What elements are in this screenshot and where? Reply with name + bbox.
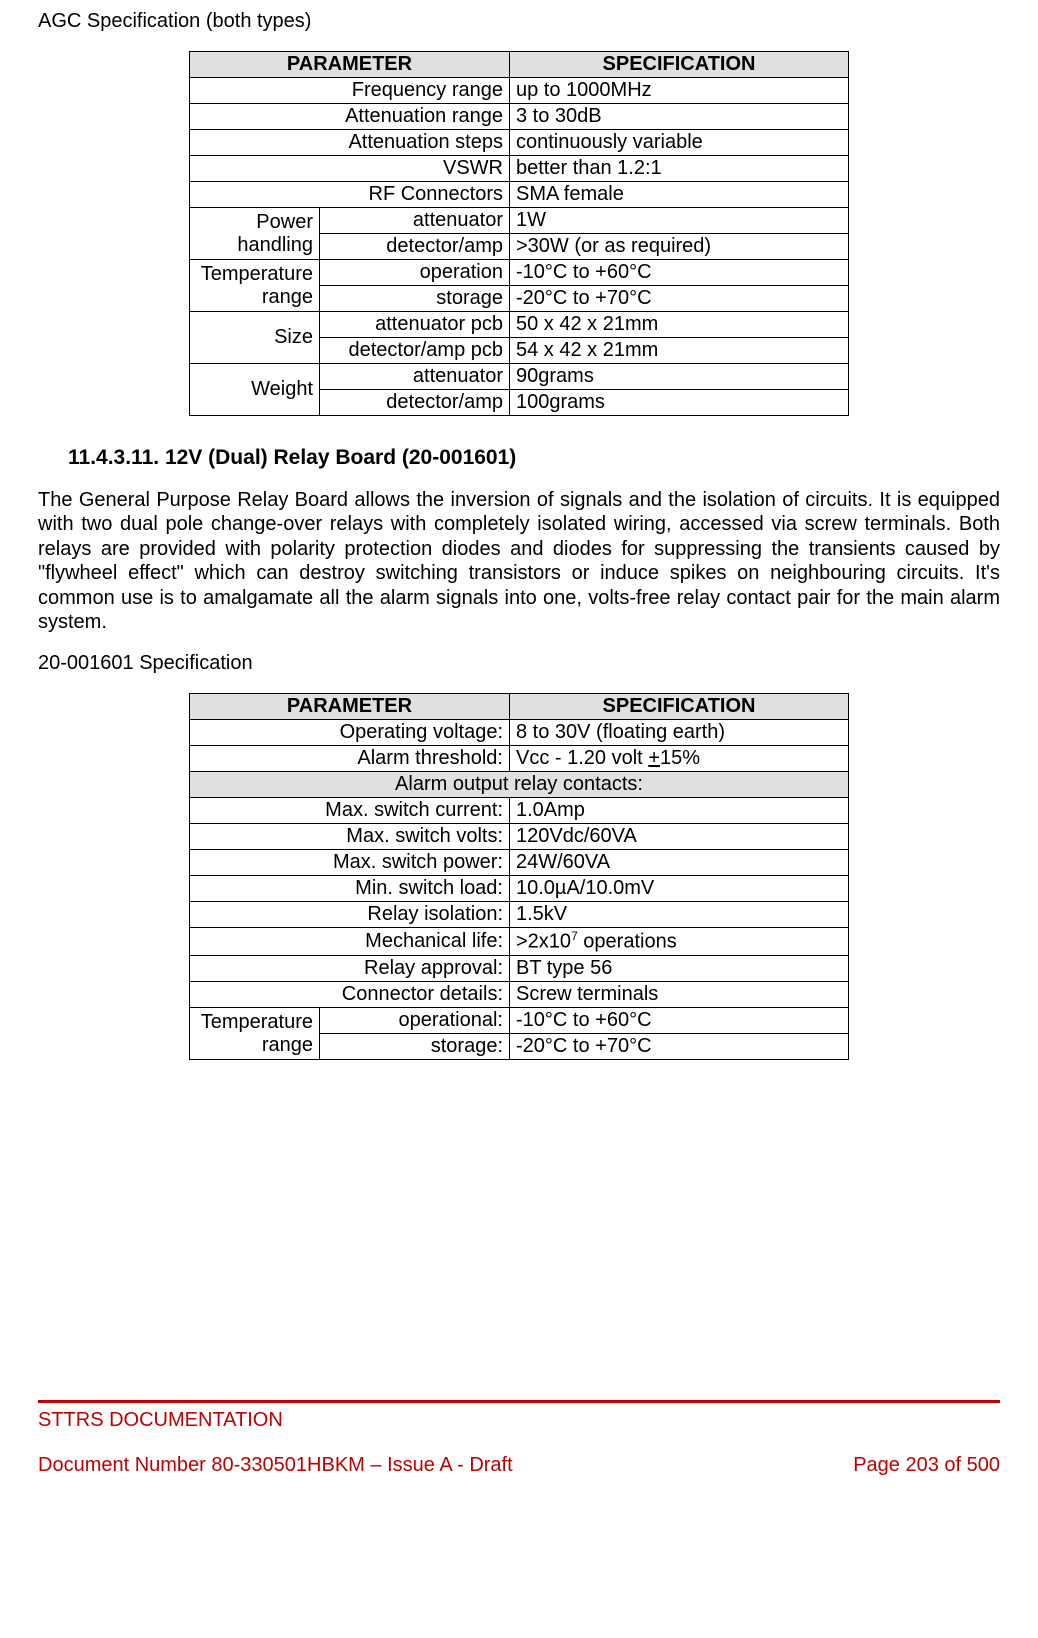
- table-row: Frequency range: [190, 78, 510, 104]
- table-cell: >2x107 operations: [510, 928, 849, 956]
- table2-header-parameter: PARAMETER: [190, 694, 510, 720]
- table2-subheader: Alarm output relay contacts:: [190, 772, 849, 798]
- table-row: Max. switch power:: [190, 850, 510, 876]
- table-cell: Screw terminals: [510, 982, 849, 1008]
- section-heading: 11.4.3.11. 12V (Dual) Relay Board (20-00…: [68, 446, 1000, 470]
- param-sub: operational:: [320, 1008, 510, 1034]
- table-row: Max. switch current:: [190, 798, 510, 824]
- table-cell: 8 to 30V (floating earth): [510, 720, 849, 746]
- table-row: VSWR: [190, 156, 510, 182]
- param-group: Power handling: [190, 208, 320, 260]
- table-row: RF Connectors: [190, 182, 510, 208]
- param-group: Temperature range: [190, 1008, 320, 1060]
- table1-header-parameter: PARAMETER: [190, 52, 510, 78]
- table-cell: -10°C to +60°C: [510, 260, 849, 286]
- param-sub: storage: [320, 286, 510, 312]
- table-row: Operating voltage:: [190, 720, 510, 746]
- table2-header-specification: SPECIFICATION: [510, 694, 849, 720]
- table-row: Mechanical life:: [190, 928, 510, 956]
- table-row: Max. switch volts:: [190, 824, 510, 850]
- table-cell: 54 x 42 x 21mm: [510, 338, 849, 364]
- table-cell: -10°C to +60°C: [510, 1008, 849, 1034]
- table-cell: -20°C to +70°C: [510, 286, 849, 312]
- table-cell: SMA female: [510, 182, 849, 208]
- param-group: Size: [190, 312, 320, 364]
- param-sub: storage:: [320, 1034, 510, 1060]
- table2-title: 20-001601 Specification: [38, 652, 1000, 675]
- table-cell: Vcc - 1.20 volt +15%: [510, 746, 849, 772]
- section-title: 12V (Dual) Relay Board (20-001601): [165, 446, 516, 469]
- relay-spec-table: PARAMETER SPECIFICATION Operating voltag…: [189, 693, 849, 1060]
- table-cell: 1.5kV: [510, 902, 849, 928]
- param-sub: attenuator pcb: [320, 312, 510, 338]
- table-cell: 3 to 30dB: [510, 104, 849, 130]
- footer-page-number: Page 203 of 500: [853, 1454, 1000, 1477]
- table-cell: >30W (or as required): [510, 234, 849, 260]
- table-cell: 90grams: [510, 364, 849, 390]
- param-group: Temperature range: [190, 260, 320, 312]
- agc-spec-table: PARAMETER SPECIFICATION Frequency rangeu…: [189, 51, 849, 416]
- table-cell: 24W/60VA: [510, 850, 849, 876]
- table-cell: better than 1.2:1: [510, 156, 849, 182]
- table1-header-specification: SPECIFICATION: [510, 52, 849, 78]
- table-cell: continuously variable: [510, 130, 849, 156]
- param-sub: operation: [320, 260, 510, 286]
- param-group: Weight: [190, 364, 320, 416]
- param-sub: detector/amp: [320, 390, 510, 416]
- table-row: Attenuation range: [190, 104, 510, 130]
- param-sub: attenuator: [320, 208, 510, 234]
- table-cell: 100grams: [510, 390, 849, 416]
- table-cell: BT type 56: [510, 956, 849, 982]
- section-number: 11.4.3.11.: [68, 446, 159, 469]
- table-cell: -20°C to +70°C: [510, 1034, 849, 1060]
- footer-document-number: Document Number 80-330501HBKM – Issue A …: [38, 1454, 513, 1477]
- param-sub: detector/amp: [320, 234, 510, 260]
- page-footer: STTRS DOCUMENTATION Document Number 80-3…: [38, 1400, 1000, 1477]
- table-cell: up to 1000MHz: [510, 78, 849, 104]
- table-cell: 1W: [510, 208, 849, 234]
- footer-title: STTRS DOCUMENTATION: [38, 1409, 1000, 1432]
- table-row: Connector details:: [190, 982, 510, 1008]
- param-sub: detector/amp pcb: [320, 338, 510, 364]
- footer-rule: [38, 1400, 1000, 1403]
- page-top-title: AGC Specification (both types): [38, 10, 1000, 33]
- table-cell: 50 x 42 x 21mm: [510, 312, 849, 338]
- table-row: Relay approval:: [190, 956, 510, 982]
- table-cell: 10.0µA/10.0mV: [510, 876, 849, 902]
- param-sub: attenuator: [320, 364, 510, 390]
- table-row: Attenuation steps: [190, 130, 510, 156]
- table-cell: 1.0Amp: [510, 798, 849, 824]
- table-row: Alarm threshold:: [190, 746, 510, 772]
- table-cell: 120Vdc/60VA: [510, 824, 849, 850]
- table-row: Relay isolation:: [190, 902, 510, 928]
- body-paragraph: The General Purpose Relay Board allows t…: [38, 488, 1000, 634]
- table-row: Min. switch load:: [190, 876, 510, 902]
